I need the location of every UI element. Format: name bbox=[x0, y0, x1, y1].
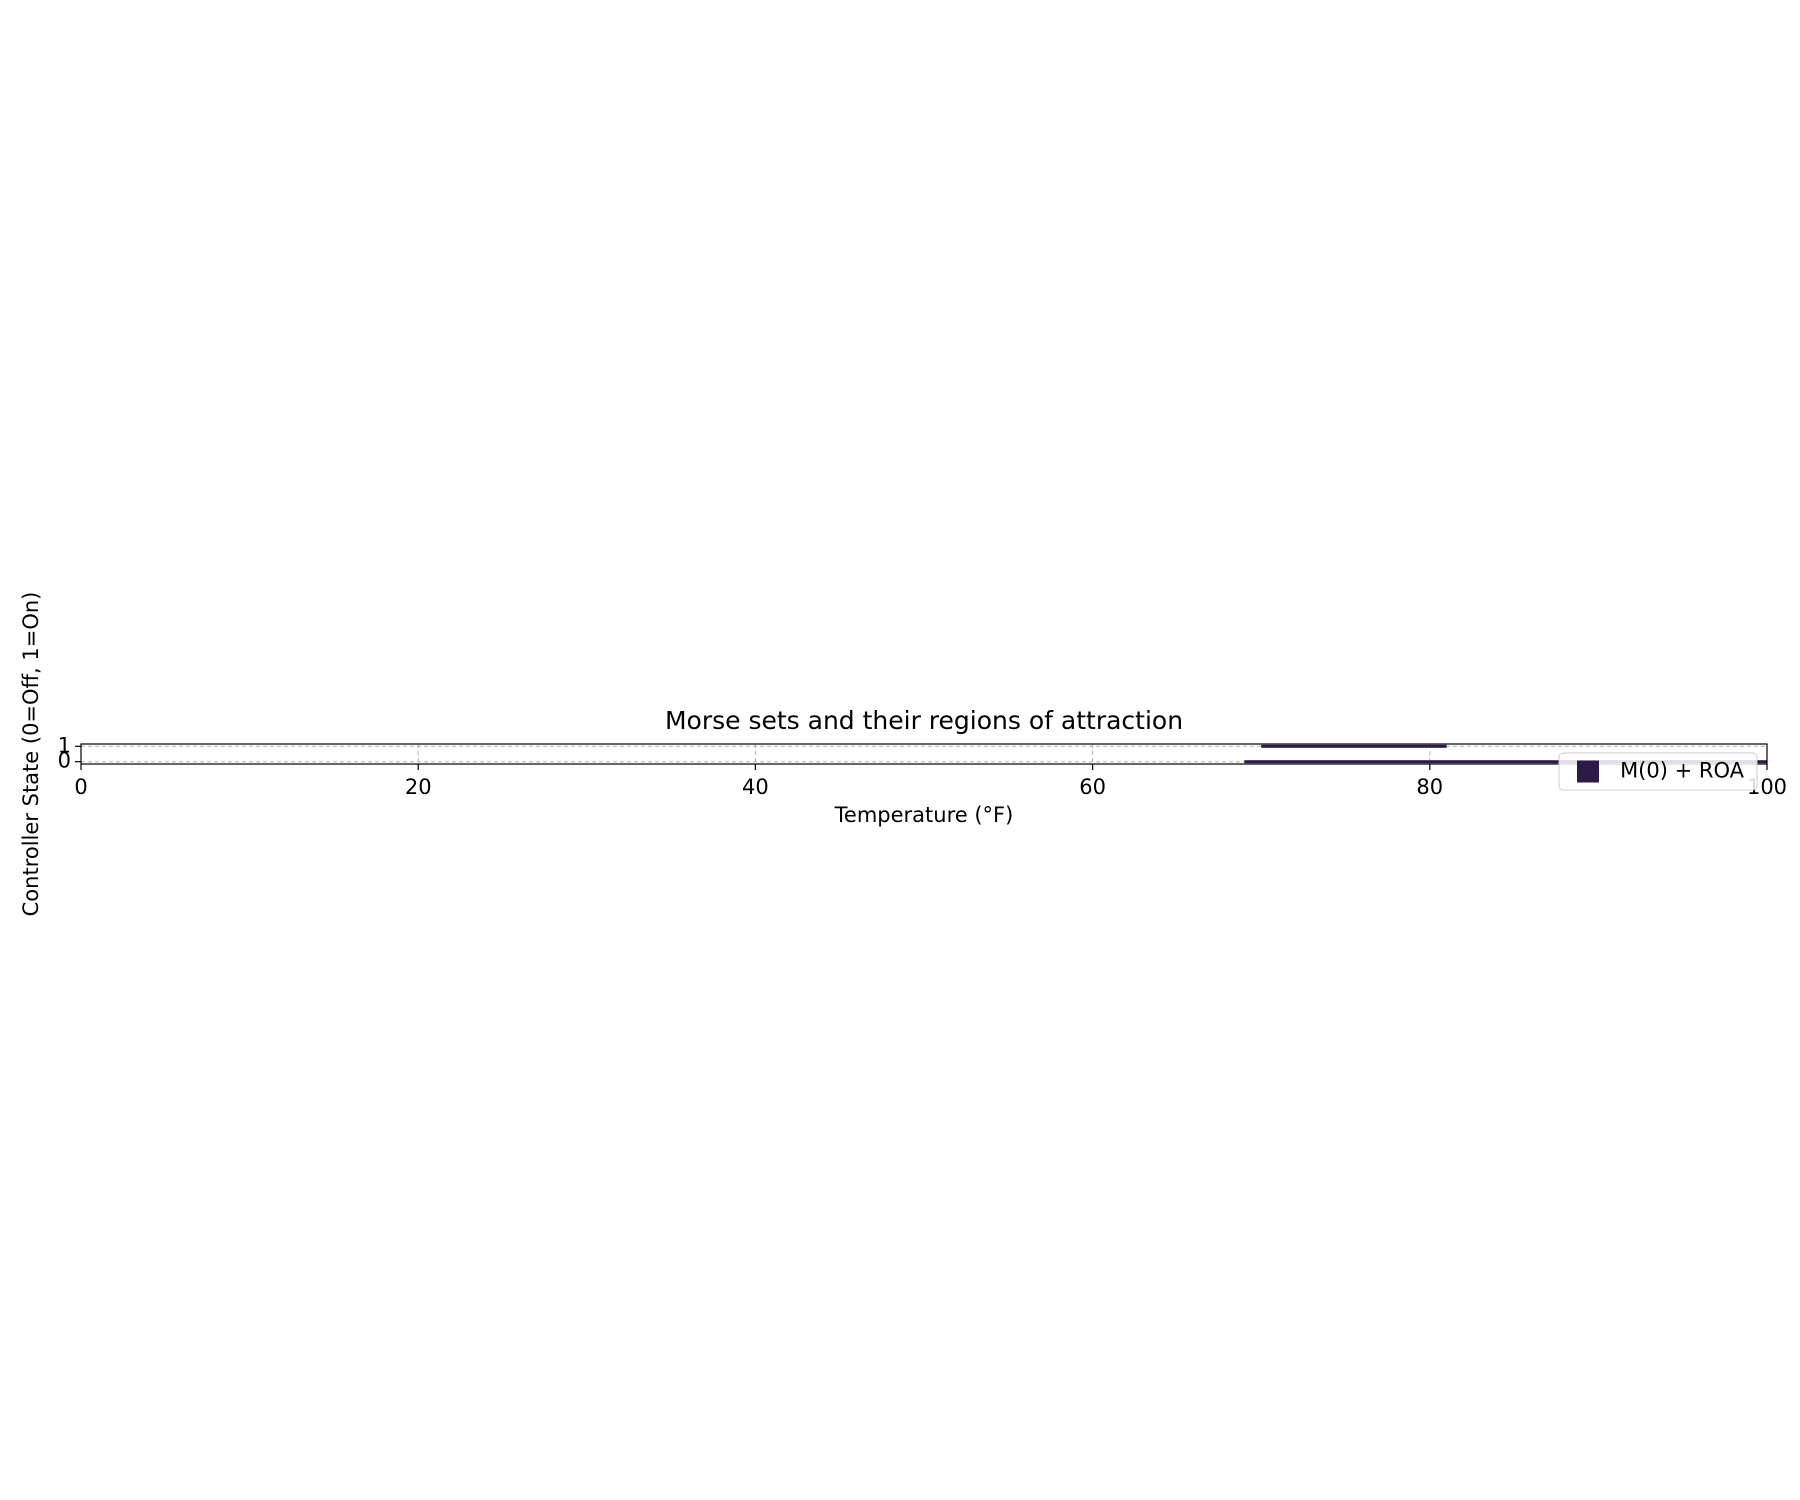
region bbox=[1244, 760, 1767, 764]
y-tick-label: 1 bbox=[58, 733, 71, 757]
legend-box bbox=[1558, 752, 1758, 791]
legend: M(0) + ROA bbox=[1558, 752, 1758, 791]
x-tick-label: 0 bbox=[74, 775, 87, 799]
region bbox=[1261, 744, 1447, 748]
legend-label: M(0) + ROA bbox=[1620, 759, 1745, 783]
x-tick-label: 80 bbox=[1416, 775, 1443, 799]
plot-frame bbox=[80, 743, 1768, 765]
x-tick-label: 40 bbox=[742, 775, 769, 799]
y-axis-label: Controller State (0=Off, 1=On) bbox=[19, 592, 43, 917]
y-tick-label: 0 bbox=[58, 749, 71, 773]
legend-swatch bbox=[1577, 760, 1599, 783]
x-axis-label: Temperature (°F) bbox=[834, 803, 1014, 827]
x-tick-label: 60 bbox=[1079, 775, 1106, 799]
x-tick-label: 20 bbox=[405, 775, 432, 799]
chart-title: Morse sets and their regions of attracti… bbox=[665, 706, 1183, 735]
